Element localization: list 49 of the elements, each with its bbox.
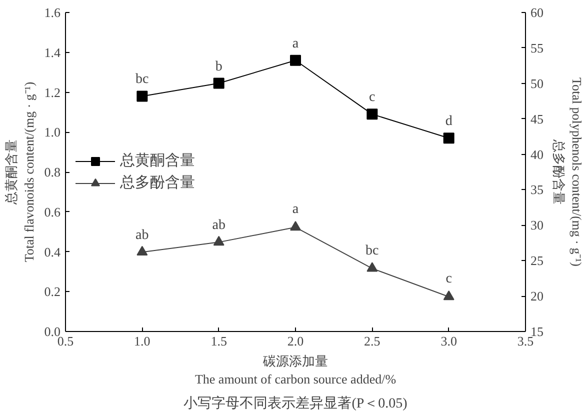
point [443, 132, 454, 144]
point [213, 78, 224, 89]
x-tick-label: 1.0 [134, 334, 150, 348]
annotation: a [292, 36, 300, 52]
y2-tick-label: 20 [530, 288, 544, 304]
y2-tick-label: 40 [530, 146, 544, 162]
annotation: b [215, 59, 222, 74]
annotation: d [445, 114, 452, 130]
text: 小写字母不同表示差异显著(P＜0.05) [184, 396, 408, 412]
annotation: a [292, 202, 300, 217]
y-tick-label: 1.4 [44, 44, 61, 60]
y2-tick-label: 25 [530, 253, 544, 268]
y2-tick-label: 35 [530, 182, 544, 198]
y-tick-label: 0.0 [44, 324, 60, 339]
y-tick-label: 1.2 [44, 84, 60, 100]
annotation: bc [136, 72, 149, 88]
point [366, 262, 378, 272]
y2-tick-label: 45 [530, 111, 544, 126]
legend-label: 总黄酮含量 [120, 152, 195, 170]
annotation: ab [212, 218, 226, 233]
y-tick-label: 0.8 [44, 164, 60, 180]
point [290, 221, 301, 231]
y2-tick-label: 60 [530, 5, 544, 20]
y-tick-label: 0.4 [44, 244, 61, 260]
y2-tick-label: 50 [530, 76, 544, 91]
point [366, 108, 378, 120]
y-axis-title: 总黄酮含量 Total flavonoids content/(mg · g⁻¹) [3, 82, 36, 262]
x-tick-label: 1.5 [210, 334, 227, 348]
y-tick-label: 1.6 [44, 5, 61, 20]
point [213, 236, 224, 246]
y2-tick-label: 55 [530, 40, 544, 56]
annotation: ab [136, 228, 149, 243]
x-tick-label: 2.5 [364, 334, 380, 348]
point [443, 290, 454, 300]
x-tick-label: 3.0 [440, 334, 457, 348]
x-axis-title: 碳源添加量 The amount of carbon source added/% [194, 354, 396, 386]
point [136, 90, 148, 102]
legend-label: 总多酚含量 [120, 174, 195, 192]
y2-axis-title: Total polyphenols content/(mg · g⁻¹) 总多酚含量 [552, 78, 584, 266]
y-tick-label: 0.6 [44, 204, 61, 220]
point [136, 246, 148, 256]
y-tick-label: 0.2 [44, 284, 60, 300]
y-tick-label: 1.0 [44, 124, 60, 140]
annotation: c [446, 272, 452, 287]
y2-tick-label: 30 [530, 218, 544, 233]
point [290, 54, 301, 66]
annotation: bc [366, 244, 379, 259]
annotation: c [369, 90, 376, 106]
x-tick-label: 2.0 [287, 334, 304, 348]
